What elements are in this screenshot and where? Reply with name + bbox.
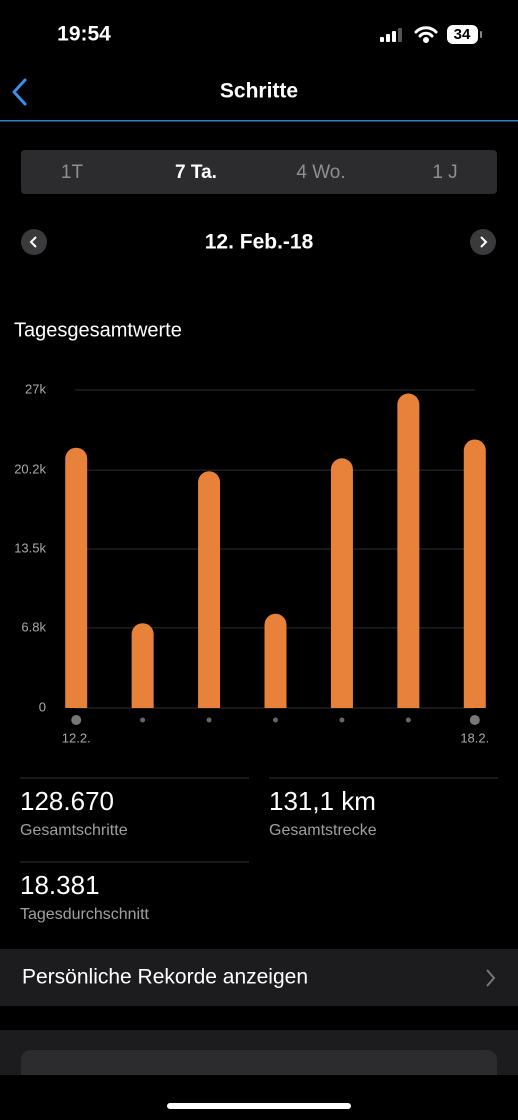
records-row[interactable]	[0, 949, 518, 1006]
wifi-icon	[414, 26, 438, 43]
bar	[131, 623, 154, 708]
y-tick-label: 27k	[25, 381, 46, 396]
status-time: 19:54	[57, 23, 111, 46]
x-dot	[140, 717, 146, 723]
tab[interactable]: 1T	[61, 162, 84, 183]
tab[interactable]: 4 Wo.	[296, 162, 345, 183]
stat-label: Gesamtschritte	[20, 822, 128, 839]
bar	[65, 447, 88, 708]
bar	[264, 613, 287, 708]
next-button[interactable]	[470, 229, 496, 255]
battery-level: 34	[454, 26, 471, 43]
date-range: 12. Feb.-18	[205, 231, 314, 254]
x-tick-label: 18.2.	[460, 730, 489, 745]
stat-label: Tagesdurchschnitt	[20, 906, 150, 923]
header-title: Schritte	[220, 80, 298, 103]
home-indicator	[167, 1103, 351, 1109]
back-button[interactable]	[12, 78, 27, 106]
x-tick-label: 12.2.	[62, 730, 91, 745]
home-area	[0, 1075, 518, 1120]
records-link[interactable]: Persönliche Rekorde anzeigen	[22, 966, 308, 989]
bar	[397, 393, 420, 708]
prev-chevron	[29, 236, 37, 248]
y-tick-label: 13.5k	[14, 540, 46, 555]
chart-title: Tagesgesamtwerte	[14, 319, 182, 341]
battery-icon	[447, 25, 478, 44]
tab[interactable]: 7 Ta.	[175, 162, 217, 183]
prev-button[interactable]	[21, 229, 47, 255]
x-dot	[273, 717, 278, 723]
bar	[198, 471, 221, 708]
stat-value: 131,1 km	[269, 786, 376, 816]
next-chevron	[480, 236, 488, 248]
records-chevron	[486, 969, 496, 987]
y-tick-label: 0	[39, 699, 46, 714]
stat-value: 18.381	[20, 870, 100, 900]
y-tick-label: 20.2k	[14, 462, 46, 477]
segmented-control	[21, 150, 497, 194]
x-dot	[206, 717, 212, 723]
bar	[463, 439, 486, 708]
x-dot	[339, 717, 345, 723]
x-dot	[71, 715, 82, 725]
tab[interactable]: 1 J	[432, 162, 457, 183]
battery-tip	[480, 31, 482, 38]
x-dot	[405, 717, 411, 723]
bar	[330, 458, 353, 708]
y-tick-label: 6.8k	[21, 619, 46, 634]
header-divider	[0, 120, 518, 122]
signal-icon	[380, 28, 402, 42]
stat-label: Gesamtstrecke	[269, 822, 377, 839]
x-dot	[469, 715, 480, 725]
stat-value: 128.670	[20, 786, 114, 816]
